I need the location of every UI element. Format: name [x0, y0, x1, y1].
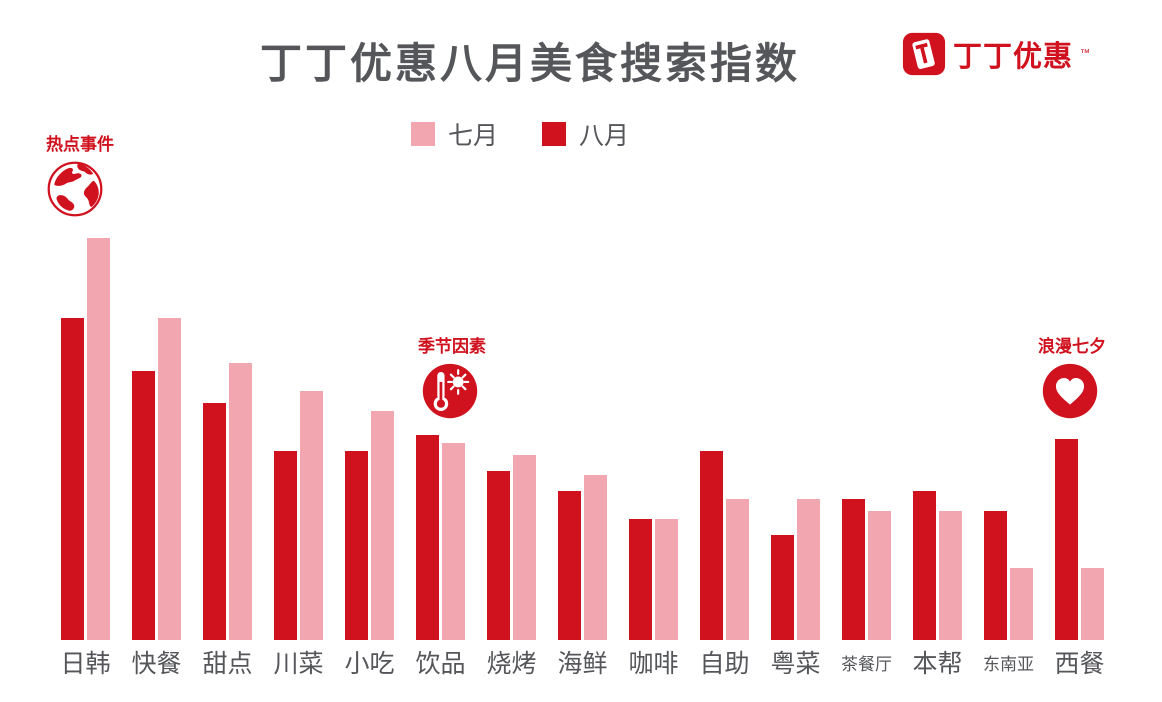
bar-group: [831, 499, 902, 640]
bar-八月-本帮: [913, 491, 936, 640]
bar-group: [121, 318, 192, 640]
bar-group: [334, 411, 405, 640]
bar-八月-烧烤: [487, 471, 510, 640]
x-axis-label: 本帮: [912, 650, 963, 678]
x-axis-label: 自助: [699, 650, 750, 678]
annotation-hot-event: 热点事件: [46, 130, 114, 218]
bar-八月-川菜: [274, 451, 297, 640]
heart-icon: [1041, 362, 1106, 420]
x-axis-label: 川菜: [273, 650, 324, 678]
bar-七月-东南亚: [1010, 568, 1033, 640]
bar-七月-烧烤: [513, 455, 536, 640]
bar-group: [263, 391, 334, 640]
bar-七月-快餐: [158, 318, 181, 640]
x-axis-label: 甜点: [202, 650, 253, 678]
annotation-label-seasonal-factor: 季节因素: [418, 337, 486, 356]
x-axis-label: 粤菜: [770, 650, 821, 678]
bar-八月-西餐: [1055, 439, 1078, 640]
bar-七月-茶餐厅: [868, 511, 891, 640]
legend-item-august: 八月: [542, 116, 629, 152]
x-axis-label: 海鲜: [557, 650, 608, 678]
legend-label-august: 八月: [579, 122, 630, 150]
bar-group: [618, 519, 689, 640]
bar-八月-海鲜: [558, 491, 581, 640]
x-axis-label: 东南亚: [983, 654, 1034, 674]
bar-八月-甜点: [203, 403, 226, 640]
x-axis-labels: 日韩 快餐 甜点 川菜 小吃 饮品 烧烤 海鲜 咖啡 自助 粤菜 茶餐厅 本帮 东南亚 西餐: [50, 646, 1115, 678]
bar-group: [1044, 439, 1115, 640]
bar-group: [760, 499, 831, 640]
bar-group: [973, 511, 1044, 640]
bar-七月-粤菜: [797, 499, 820, 640]
globe-icon: [46, 160, 114, 218]
legend-item-july: 七月: [410, 116, 498, 152]
bar-group: [689, 451, 760, 640]
bar-group: [902, 491, 973, 640]
bar-group: [547, 475, 618, 640]
bar-八月-小吃: [345, 451, 368, 640]
dingding-logo-icon: [902, 32, 946, 76]
bar-七月-自助: [726, 499, 749, 640]
chart-legend: 七月 八月: [0, 116, 1040, 152]
bar-八月-粤菜: [771, 535, 794, 640]
bar-group: [476, 455, 547, 640]
legend-label-july: 七月: [447, 122, 498, 150]
bar-七月-饮品: [442, 443, 465, 640]
page-title: 丁丁优惠八月美食搜索指数: [259, 40, 800, 87]
annotation-seasonal-factor: 季节因素: [418, 332, 486, 420]
x-axis-label: 日韩: [60, 650, 111, 678]
annotation-romantic-qixi: 浪漫七夕: [1038, 332, 1106, 420]
bar-七月-日韩: [87, 238, 110, 640]
bar-group: [192, 363, 263, 640]
bar-七月-川菜: [300, 391, 323, 640]
bar-七月-咖啡: [655, 519, 678, 640]
brand-logo: 丁丁优惠 ™: [902, 32, 1090, 76]
bar-group: [50, 238, 121, 640]
bar-八月-东南亚: [984, 511, 1007, 640]
bar-group: [405, 435, 476, 640]
x-axis-label: 快餐: [131, 650, 182, 678]
bar-八月-咖啡: [629, 519, 652, 640]
bar-七月-甜点: [229, 363, 252, 640]
bar-八月-茶餐厅: [842, 499, 865, 640]
trademark-symbol: ™: [1080, 48, 1090, 59]
brand-name: 丁丁优惠: [952, 41, 1073, 73]
bar-八月-快餐: [132, 371, 155, 640]
x-axis-label: 小吃: [344, 650, 395, 678]
bar-七月-西餐: [1081, 568, 1104, 640]
x-axis-label: 茶餐厅: [841, 654, 892, 674]
bar-七月-本帮: [939, 511, 962, 640]
x-axis-label: 烧烤: [486, 650, 537, 678]
july-color-swatch: [410, 122, 435, 146]
x-axis-label: 饮品: [415, 650, 466, 678]
bar-八月-日韩: [61, 318, 84, 640]
bar-chart: 日韩 快餐 甜点 川菜 小吃 饮品 烧烤 海鲜 咖啡 自助 粤菜 茶餐厅 本帮 东南亚 西餐: [50, 238, 1115, 678]
annotation-label-hot-event: 热点事件: [46, 135, 114, 154]
bar-七月-海鲜: [584, 475, 607, 640]
thermometer-sun-icon: [421, 362, 486, 420]
bar-八月-自助: [700, 451, 723, 640]
august-color-swatch: [542, 122, 566, 146]
annotation-label-romantic-qixi: 浪漫七夕: [1038, 337, 1106, 356]
x-axis-label: 西餐: [1054, 650, 1105, 678]
bar-八月-饮品: [416, 435, 439, 640]
x-axis-label: 咖啡: [628, 650, 679, 678]
plot-area: [50, 238, 1115, 640]
bar-七月-小吃: [371, 411, 394, 640]
